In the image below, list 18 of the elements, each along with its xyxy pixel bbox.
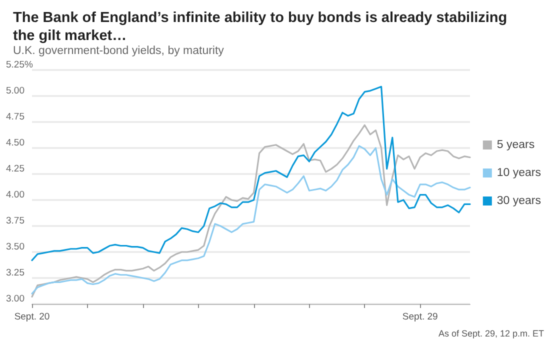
y-tick-label: 5.00: [6, 86, 24, 96]
text: As of Sept. 29, 12 p.m. ET: [438, 328, 545, 338]
legend-label: 30 years: [496, 195, 542, 207]
y-tick-label: 3.25: [6, 268, 24, 278]
y-tick-label: 4.25: [6, 164, 24, 174]
x-tick-label: Sept. 20: [14, 312, 50, 322]
legend-label: 5 years: [496, 139, 535, 151]
y-tick-label: 4.75: [6, 112, 24, 122]
y-tick-label: 3.00: [6, 294, 24, 304]
y-tick-label: 3.50: [6, 242, 24, 252]
y-tick-label: 5.25%: [6, 60, 34, 70]
x-tick-label: Sept. 29: [402, 312, 438, 322]
legend-label: 10 years: [496, 167, 542, 179]
y-tick-label: 4.50: [6, 138, 24, 148]
y-tick-label: 3.75: [6, 216, 24, 226]
chart-subtitle: U.K. government-bond yields, by maturity: [13, 45, 224, 57]
y-tick-label: 4.00: [6, 190, 24, 200]
chart-title: The Bank of England’s infinite ability to buy bonds is already stabilizing the gilt market…: [13, 10, 512, 44]
